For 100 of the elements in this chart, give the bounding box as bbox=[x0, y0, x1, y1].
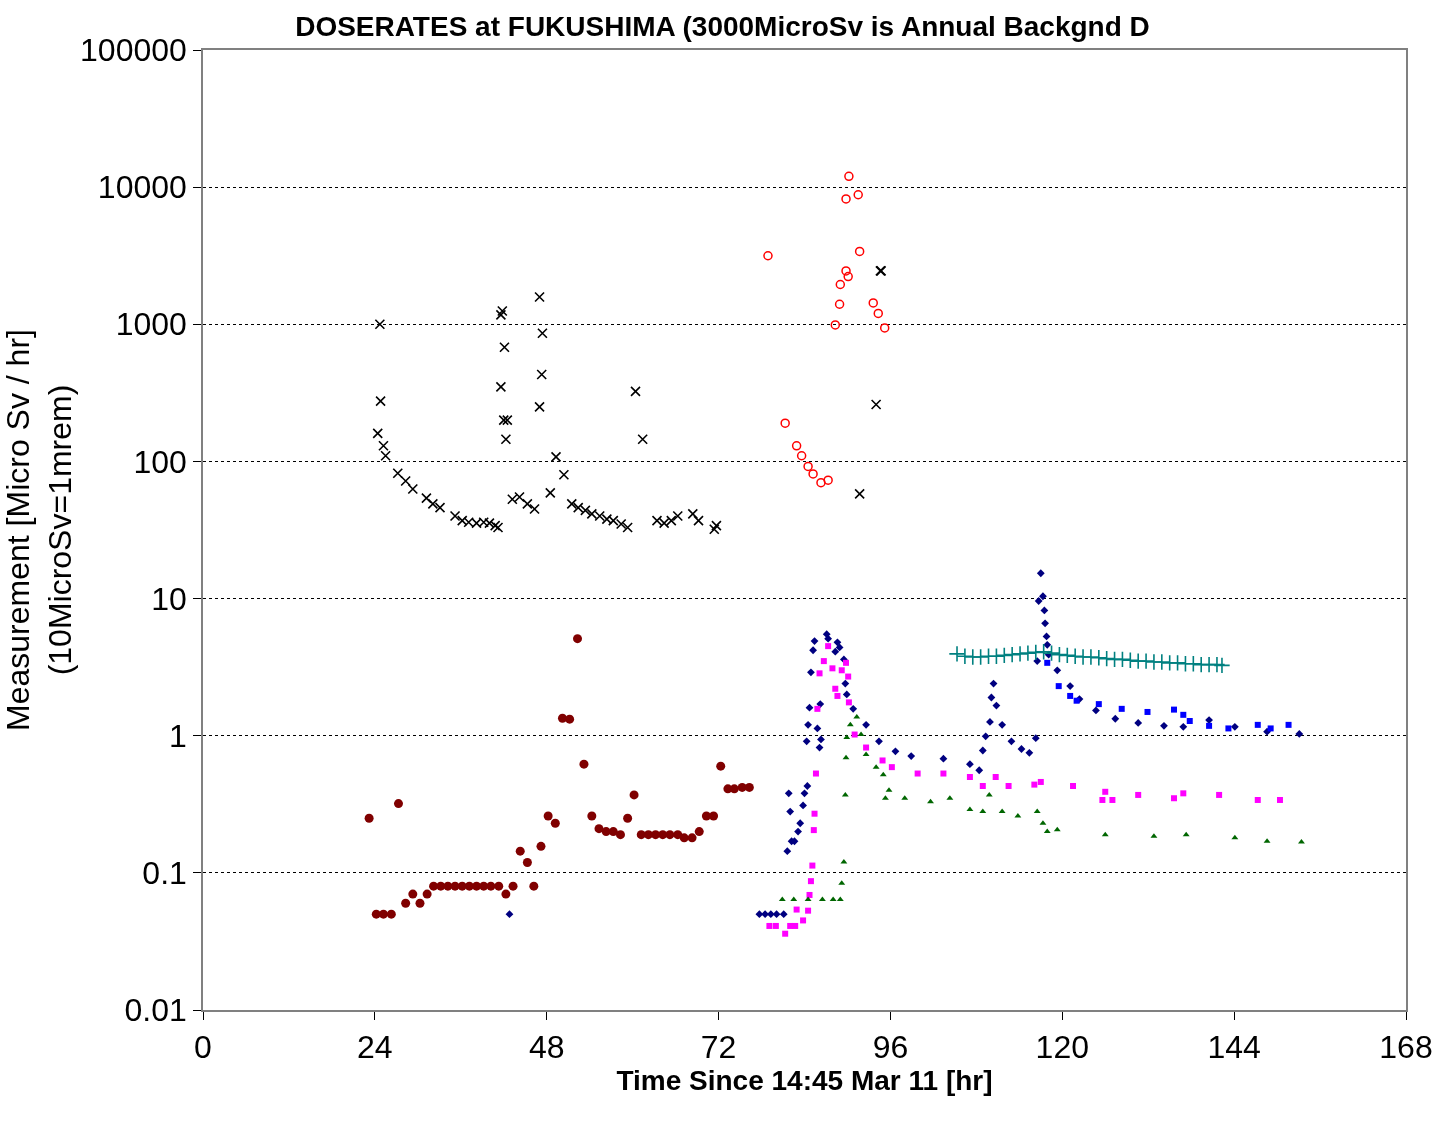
point bbox=[1050, 646, 1068, 664]
x-tick-label: 72 bbox=[700, 1029, 737, 1066]
point bbox=[791, 441, 802, 451]
point bbox=[1055, 683, 1062, 690]
point bbox=[1033, 808, 1041, 814]
point bbox=[694, 827, 704, 837]
point bbox=[502, 414, 513, 426]
point bbox=[1098, 650, 1116, 668]
point bbox=[508, 881, 518, 891]
point bbox=[1267, 725, 1274, 732]
point bbox=[1037, 778, 1044, 785]
point bbox=[1011, 645, 1029, 663]
point bbox=[810, 827, 817, 834]
point bbox=[820, 658, 827, 665]
point bbox=[814, 705, 821, 712]
point bbox=[449, 510, 461, 522]
point bbox=[1035, 643, 1053, 661]
point bbox=[573, 634, 583, 644]
y-tick-label: 0.1 bbox=[142, 855, 187, 892]
point bbox=[364, 813, 374, 823]
point bbox=[744, 782, 754, 792]
point bbox=[868, 298, 878, 308]
point bbox=[843, 659, 850, 666]
point bbox=[1095, 701, 1102, 708]
point bbox=[940, 770, 947, 777]
point bbox=[948, 645, 966, 663]
y-tick-label: 100 bbox=[133, 443, 187, 480]
y-tick-label: 100000 bbox=[80, 32, 187, 69]
point bbox=[992, 774, 999, 780]
point bbox=[972, 648, 990, 666]
point bbox=[1170, 706, 1177, 713]
point bbox=[380, 450, 391, 462]
point bbox=[615, 830, 625, 840]
point bbox=[1005, 782, 1012, 789]
point bbox=[497, 305, 508, 317]
point bbox=[1073, 697, 1080, 704]
x-axis-title: Time Since 14:45 Mar 11 [hr] bbox=[616, 1065, 993, 1097]
point bbox=[841, 266, 851, 276]
point bbox=[811, 810, 818, 817]
point bbox=[800, 917, 807, 924]
point bbox=[401, 898, 411, 908]
point bbox=[434, 502, 446, 513]
point bbox=[537, 327, 548, 339]
point bbox=[843, 734, 851, 740]
point bbox=[834, 692, 841, 699]
point bbox=[793, 906, 800, 913]
point bbox=[665, 830, 675, 840]
point bbox=[1186, 718, 1193, 725]
point bbox=[408, 889, 418, 899]
point bbox=[845, 699, 852, 706]
point bbox=[534, 401, 545, 413]
point bbox=[1031, 781, 1038, 788]
point bbox=[536, 369, 547, 380]
point bbox=[808, 469, 818, 479]
point bbox=[806, 891, 813, 898]
point bbox=[629, 790, 639, 800]
point bbox=[796, 451, 807, 461]
point bbox=[529, 881, 539, 891]
point bbox=[1144, 708, 1151, 715]
point bbox=[1254, 721, 1261, 728]
point bbox=[854, 488, 865, 500]
x-tick-label: 144 bbox=[1207, 1029, 1261, 1066]
point bbox=[780, 418, 790, 428]
point bbox=[534, 291, 545, 303]
point bbox=[630, 386, 641, 397]
point bbox=[853, 190, 863, 200]
point bbox=[1225, 725, 1232, 732]
point bbox=[844, 171, 854, 182]
x-tick-label: 48 bbox=[528, 1029, 565, 1066]
point bbox=[711, 520, 722, 531]
point bbox=[378, 909, 388, 919]
point bbox=[956, 647, 974, 665]
point bbox=[579, 759, 589, 769]
y-tick-label: 1000 bbox=[115, 306, 187, 343]
point bbox=[687, 508, 699, 520]
point bbox=[1066, 647, 1084, 665]
point bbox=[805, 907, 812, 914]
point bbox=[782, 930, 789, 937]
point bbox=[1027, 643, 1045, 661]
point bbox=[693, 515, 704, 526]
point bbox=[1070, 782, 1077, 789]
point bbox=[522, 858, 532, 867]
point bbox=[679, 833, 689, 843]
point bbox=[888, 764, 895, 771]
point bbox=[550, 451, 562, 463]
point bbox=[1153, 653, 1171, 671]
point bbox=[623, 813, 633, 823]
x-tick-label: 120 bbox=[1035, 1029, 1089, 1066]
point bbox=[1099, 796, 1106, 803]
point bbox=[651, 830, 661, 840]
point bbox=[1213, 656, 1231, 674]
point bbox=[566, 498, 578, 510]
point bbox=[809, 862, 816, 869]
point bbox=[709, 811, 719, 821]
point bbox=[565, 714, 575, 724]
point bbox=[854, 246, 865, 257]
point bbox=[1182, 831, 1190, 837]
point bbox=[879, 757, 886, 764]
point bbox=[407, 483, 419, 495]
point bbox=[716, 761, 726, 771]
